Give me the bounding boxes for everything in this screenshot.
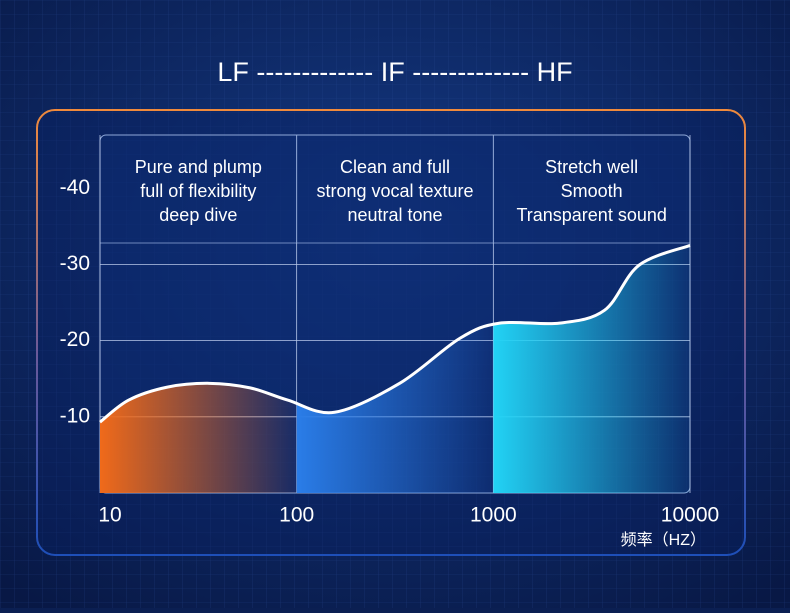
chart-title: LF ------------- IF ------------- HF: [217, 57, 572, 87]
band-label: Transparent sound: [516, 205, 666, 225]
response-line: [99, 244, 691, 424]
band-label: Pure and plump: [135, 157, 262, 177]
band-label: full of flexibility: [140, 181, 256, 201]
x-tick-label: 1000: [470, 504, 517, 527]
plot: -40 -30 -20 -10 10 100 1000 10000 频率（HZ） Pure and…: [60, 134, 719, 549]
band-label: strong vocal texture: [316, 181, 473, 201]
band-label: deep dive: [159, 205, 237, 225]
y-tick-label: -10: [60, 404, 90, 427]
band-label: Stretch well: [545, 157, 638, 177]
band-label: Clean and full: [340, 157, 450, 177]
x-tick-label: 10: [98, 504, 121, 527]
y-tick-label: -20: [60, 328, 90, 351]
band-label: neutral tone: [347, 205, 442, 225]
x-axis-label: 频率（HZ）: [621, 531, 706, 549]
band-label: Smooth: [561, 181, 623, 201]
x-tick-label: 10000: [661, 504, 719, 527]
y-tick-label: -40: [60, 176, 90, 199]
x-tick-label: 100: [279, 504, 314, 527]
y-tick-label: -30: [60, 252, 90, 275]
